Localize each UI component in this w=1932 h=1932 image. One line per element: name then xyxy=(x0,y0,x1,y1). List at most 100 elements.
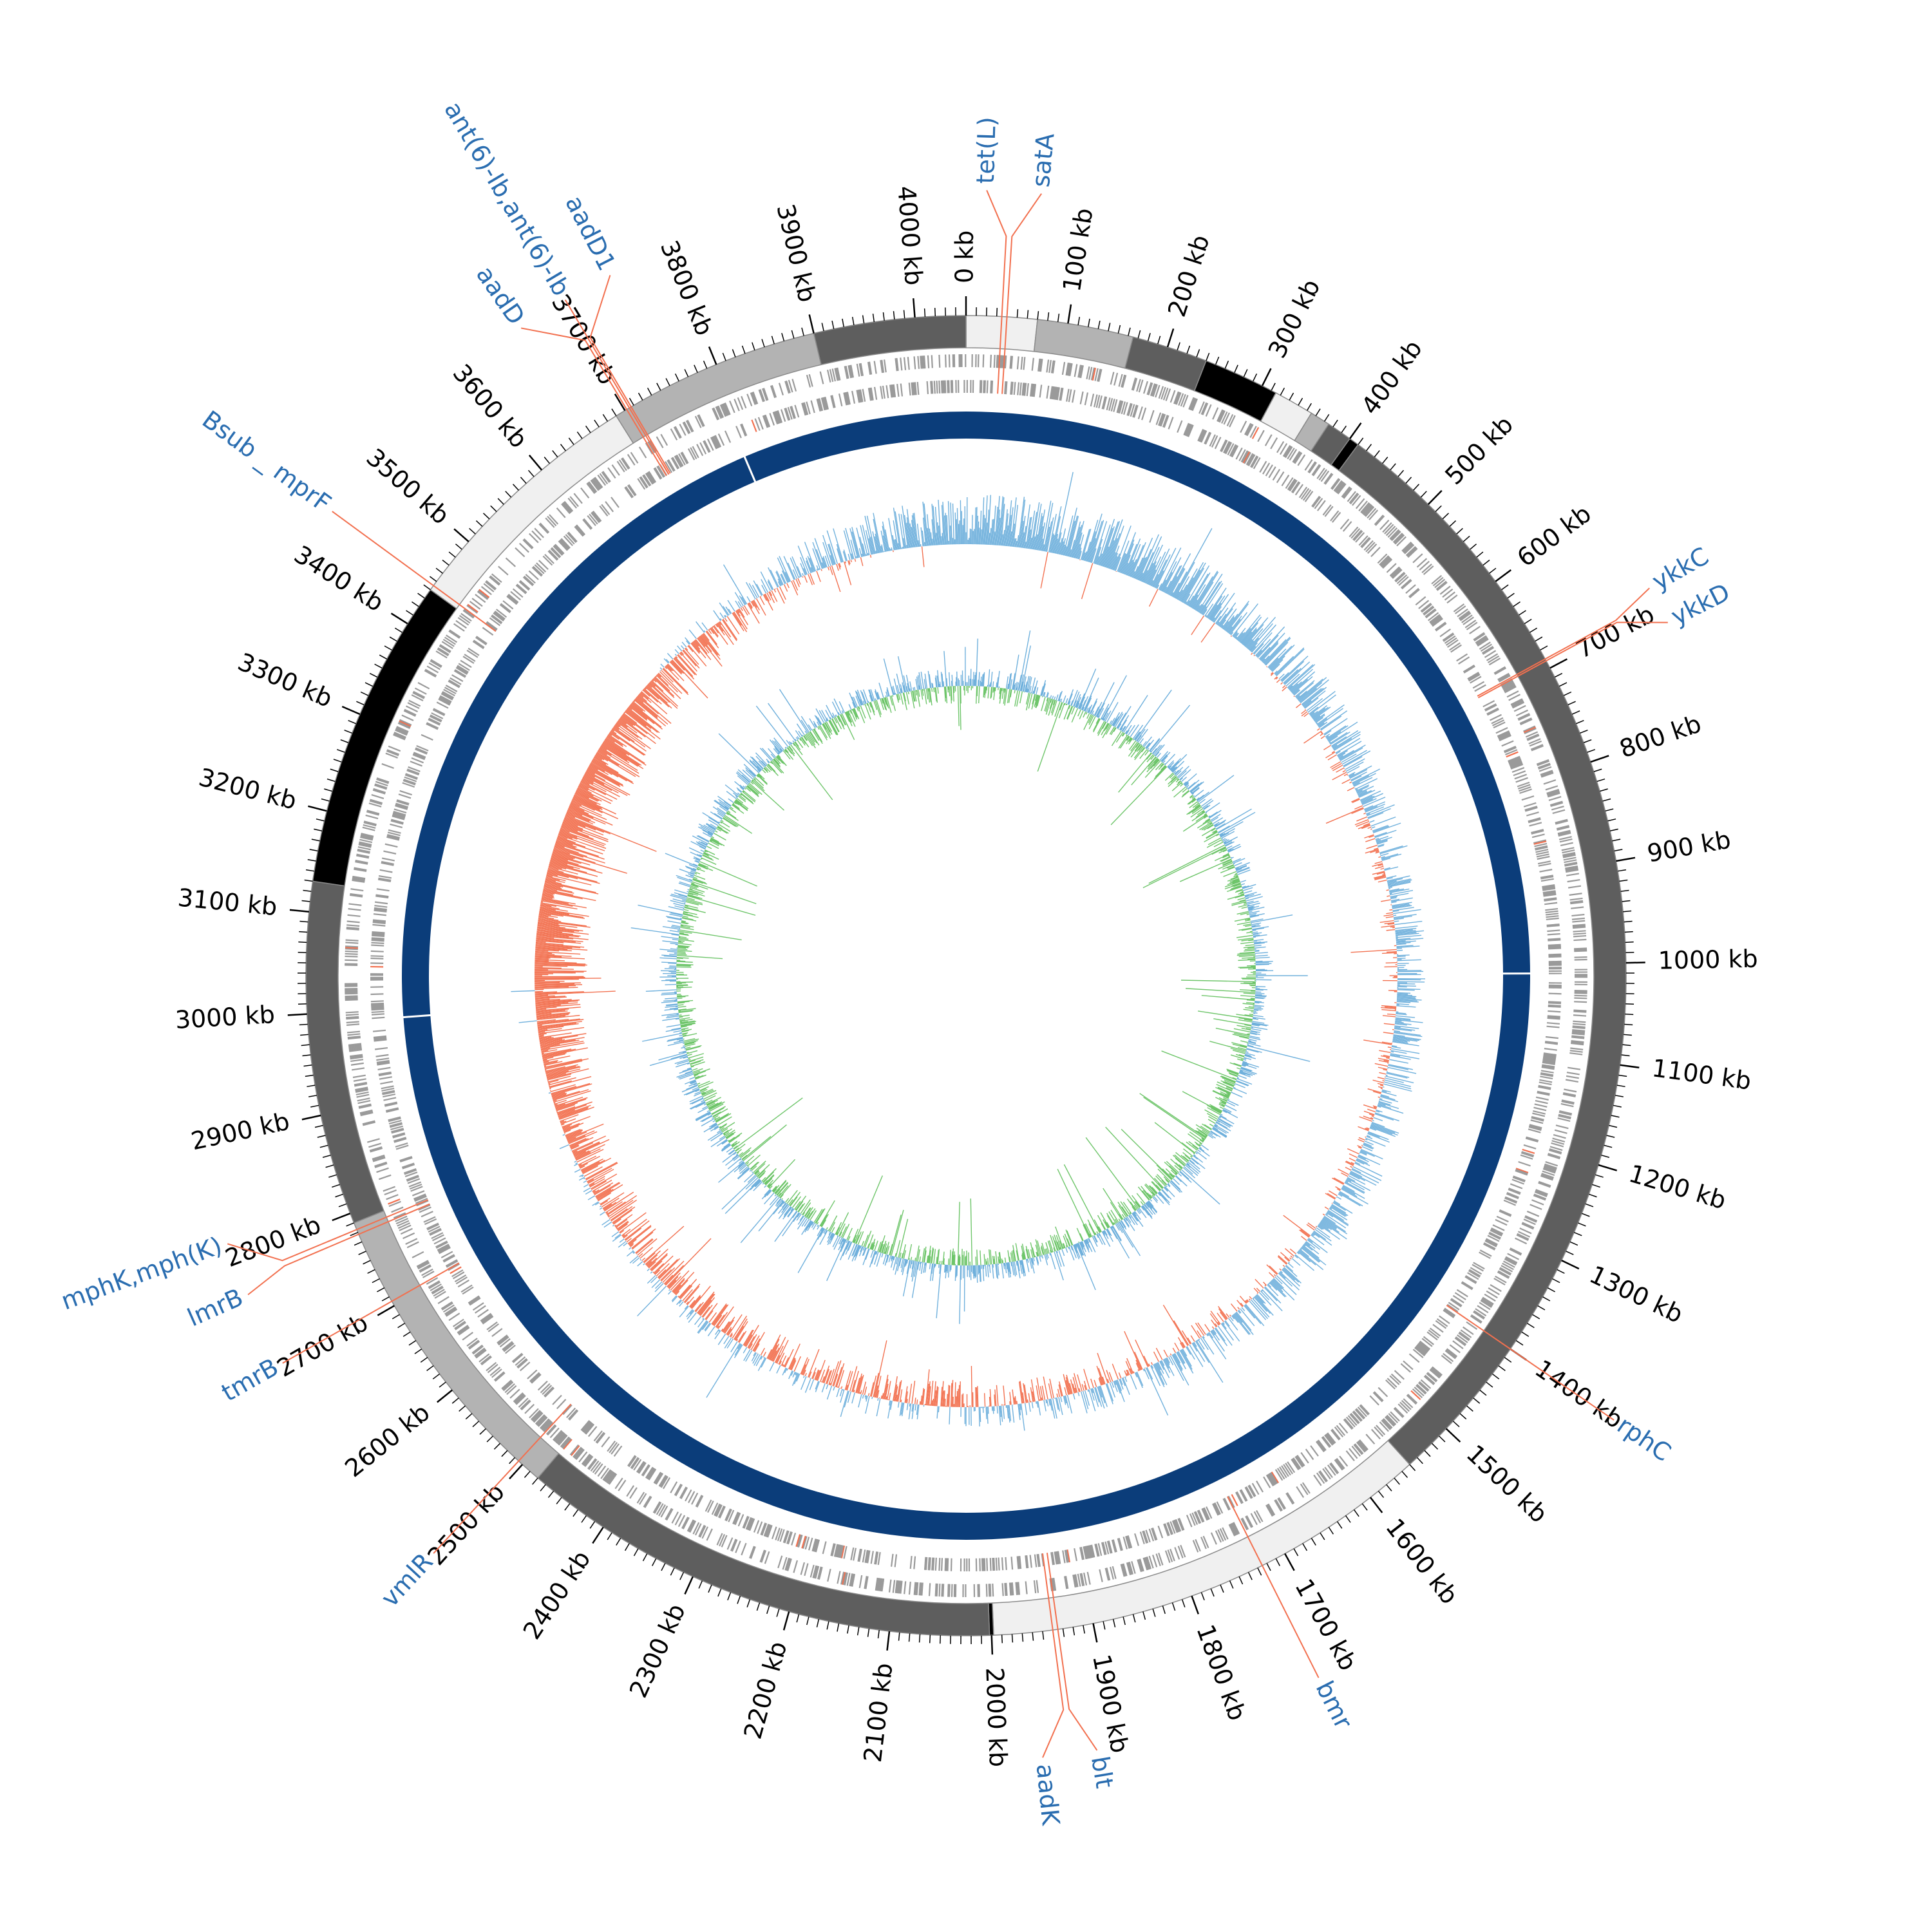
minor-tick xyxy=(335,1193,344,1198)
gc-content-bar xyxy=(566,1132,582,1139)
cds-feature xyxy=(1264,434,1273,446)
gc-content-bar xyxy=(1181,569,1201,603)
cds-feature xyxy=(550,547,561,558)
cds-feature xyxy=(1356,1408,1366,1419)
gc-content-bar xyxy=(743,1347,748,1354)
gc-content-bar xyxy=(1009,531,1012,547)
gc-content-bar xyxy=(1381,856,1385,858)
cds-feature xyxy=(1518,714,1531,721)
minor-tick xyxy=(1328,1526,1334,1535)
cds-feature xyxy=(530,1372,541,1383)
cds-feature xyxy=(728,1510,735,1522)
cds-feature xyxy=(1345,1416,1356,1428)
gc-content-bar xyxy=(658,1258,678,1279)
gc-content-bar xyxy=(1358,791,1368,797)
gc-content-bar xyxy=(600,1200,609,1206)
cds-feature xyxy=(398,793,412,799)
gc-content-bar xyxy=(632,1251,636,1254)
gc-content-bar xyxy=(1269,1282,1278,1291)
cds-feature xyxy=(1379,556,1390,567)
gc-content-bar xyxy=(1397,981,1425,983)
gc-content-bar xyxy=(840,1389,845,1403)
gc-content-bar xyxy=(1326,1212,1334,1218)
cds-feature xyxy=(1499,1267,1512,1275)
minor-tick xyxy=(1576,720,1584,724)
cds-feature xyxy=(1202,402,1209,415)
cds-feature xyxy=(1563,857,1577,861)
minor-tick xyxy=(1524,618,1532,625)
cds-feature xyxy=(737,1513,744,1527)
gc-content-bar xyxy=(1113,553,1121,571)
cds-feature xyxy=(786,1558,791,1571)
cds-feature xyxy=(561,503,571,515)
cds-feature xyxy=(895,1580,898,1593)
cds-feature xyxy=(802,1536,808,1549)
gc-content-bar xyxy=(1289,1257,1292,1260)
cds-feature xyxy=(1334,480,1343,493)
cds-feature xyxy=(432,1234,444,1242)
cds-feature xyxy=(399,1224,412,1231)
cds-feature xyxy=(1548,796,1562,801)
cds-feature xyxy=(1524,1215,1538,1222)
minor-tick xyxy=(512,484,519,491)
cds-feature xyxy=(925,1557,928,1570)
cds-feature xyxy=(1170,1521,1176,1534)
gc-content-bar xyxy=(1375,838,1379,840)
gc-content-bar xyxy=(1166,1357,1170,1363)
gc-content-bar xyxy=(996,1385,999,1406)
cds-feature xyxy=(680,1487,688,1499)
gc-content-bar xyxy=(1358,824,1370,829)
cds-feature xyxy=(687,419,694,432)
gc-content-bar xyxy=(989,1388,992,1406)
cds-feature xyxy=(1278,1497,1286,1510)
cds-feature xyxy=(1406,547,1417,557)
cds-feature xyxy=(1546,788,1560,794)
cds-feature xyxy=(1547,1016,1560,1019)
gc-content-bar xyxy=(559,1144,569,1150)
cds-feature xyxy=(784,408,790,421)
cds-feature xyxy=(402,1164,415,1170)
cds-feature xyxy=(1322,1435,1332,1448)
gc-content-bar xyxy=(836,1363,845,1388)
gc-content-bar xyxy=(1331,750,1335,753)
gc-content-bar xyxy=(1112,556,1118,571)
cds-feature xyxy=(352,879,365,883)
gc-content-bar xyxy=(1119,1379,1124,1390)
gc-content-bar xyxy=(1363,1039,1392,1045)
gc-content-bar xyxy=(1249,1296,1253,1300)
gc-content-bar xyxy=(1388,1064,1414,1070)
cds-feature xyxy=(1132,404,1137,418)
cds-feature xyxy=(592,1462,601,1473)
cds-feature xyxy=(1050,360,1054,374)
gc-content-bar xyxy=(698,1293,715,1315)
cds-feature xyxy=(1548,1004,1561,1007)
gc-content-bar xyxy=(1101,546,1110,567)
cds-feature xyxy=(1419,560,1430,571)
cds-feature xyxy=(480,585,492,596)
gc-content-bar xyxy=(695,1302,704,1312)
gc-content-bar xyxy=(1105,1383,1113,1405)
gc-content-bar xyxy=(791,1370,794,1376)
cds-feature xyxy=(1509,759,1522,766)
cds-feature xyxy=(437,1296,450,1305)
gc-content-bar xyxy=(1268,658,1279,668)
gc-content-bar xyxy=(1296,1251,1300,1255)
gc-content-bar xyxy=(1124,544,1137,575)
gc-content-bar xyxy=(1237,1310,1241,1314)
gc-content-bar xyxy=(536,939,582,944)
cds-feature xyxy=(1046,385,1050,399)
cds-feature xyxy=(1546,1025,1560,1028)
cds-feature xyxy=(1519,1227,1532,1235)
gc-content-bar xyxy=(1097,524,1111,565)
gc-content-bar xyxy=(1392,1040,1408,1044)
minor-tick xyxy=(633,1548,639,1557)
gc-content-bar xyxy=(1260,1290,1270,1300)
cds-feature xyxy=(1320,470,1330,482)
gc-content-bar xyxy=(1367,1132,1380,1138)
cds-feature xyxy=(849,1573,853,1587)
cds-feature xyxy=(524,575,535,585)
cds-feature xyxy=(1404,544,1415,554)
gc-content-bar xyxy=(1007,1405,1010,1423)
cds-feature xyxy=(1015,1582,1018,1595)
gc-content-bar xyxy=(1303,712,1309,717)
